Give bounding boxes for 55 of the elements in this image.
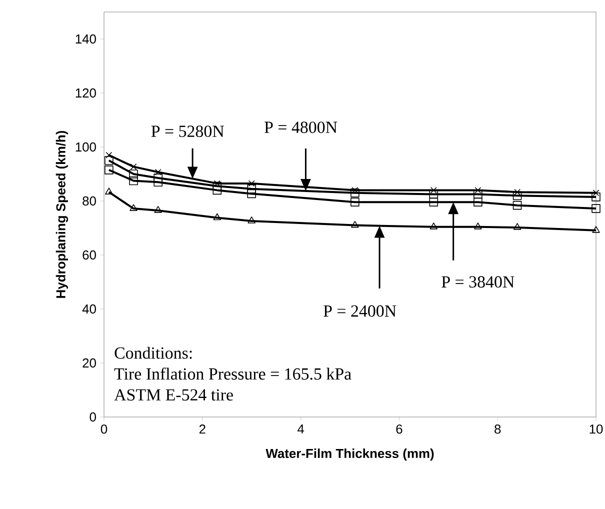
y-axis-title: Hydroplaning Speed (km/h) (56, 130, 68, 298)
text: P = 3840N (442, 276, 514, 288)
x-tick-label: 4 (298, 424, 304, 434)
point (512, 191, 522, 200)
y-tick-label: 0 (90, 412, 96, 422)
point (105, 188, 113, 194)
y-tick-label: 60 (82, 250, 96, 260)
annotation: ASTM E-524 tire (114, 389, 233, 401)
y-tick-label: 40 (82, 304, 96, 314)
y-tick-label: 100 (76, 142, 96, 152)
point (592, 190, 600, 196)
x-axis-title: Water-Film Thickness (mm) (266, 448, 434, 461)
point (106, 152, 112, 158)
point (430, 222, 438, 230)
x-tick-label: 6 (396, 424, 402, 434)
y-tick-label: 80 (82, 196, 96, 206)
point (129, 176, 138, 186)
point (130, 204, 138, 211)
y-tick-label: 120 (76, 88, 96, 98)
text: P = 4800N (264, 122, 338, 134)
point (104, 166, 114, 174)
point (104, 156, 114, 165)
point (350, 198, 360, 206)
point (154, 168, 162, 176)
text: P = 2400N (324, 305, 396, 317)
x-tick-label: 8 (494, 424, 501, 434)
point (430, 186, 437, 194)
point (213, 213, 222, 220)
point (513, 223, 522, 230)
annotation: Tire Inflation Pressure = 165.5 kPa (114, 368, 352, 380)
y-tick-label: 20 (82, 358, 96, 368)
point (592, 192, 600, 202)
point (247, 189, 256, 198)
point (514, 188, 521, 196)
point (474, 198, 482, 206)
point (512, 200, 522, 210)
point (130, 163, 137, 170)
point (474, 186, 482, 194)
point (592, 226, 600, 233)
point (248, 180, 255, 187)
series-label: P = 5280N (151, 126, 224, 138)
x-tick-label: 0 (100, 424, 108, 434)
point (351, 220, 359, 228)
point (212, 186, 222, 195)
point (592, 204, 600, 213)
y-tick-label: 140 (76, 34, 96, 44)
point (429, 198, 438, 206)
x-tick-label: 2 (199, 424, 206, 434)
point (474, 222, 482, 230)
annotation: Conditions: (114, 346, 192, 359)
x-tick-label: 10 (590, 424, 603, 434)
point (350, 188, 360, 198)
point (248, 216, 256, 224)
point (129, 170, 138, 178)
point (154, 206, 162, 213)
